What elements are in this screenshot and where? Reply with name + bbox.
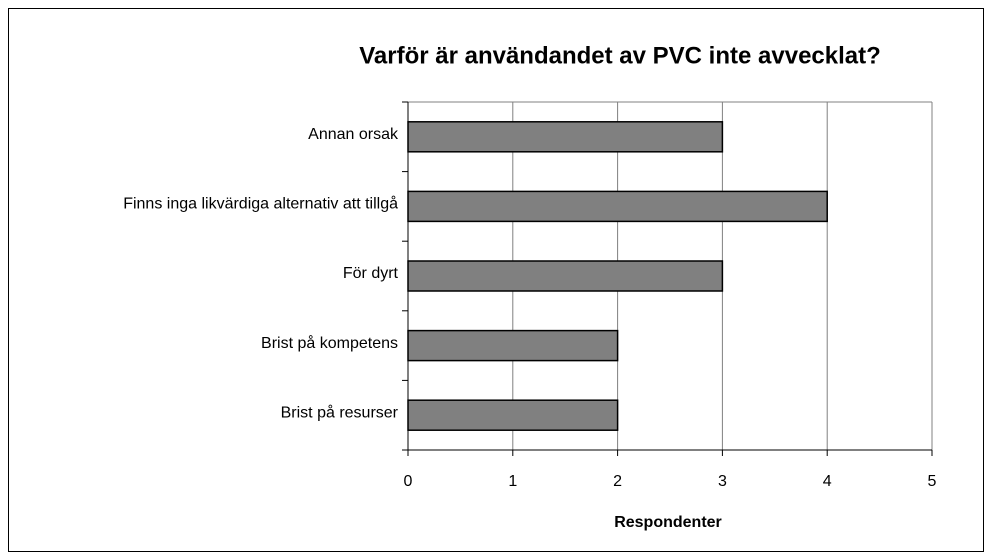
bar — [407, 260, 724, 292]
y-tick-label: Brist på kompetens — [261, 334, 398, 352]
bar — [407, 399, 619, 431]
y-tick-label: Annan orsak — [308, 126, 399, 143]
x-tick-label: 5 — [928, 473, 937, 490]
x-tick-label: 3 — [718, 473, 727, 490]
chart-title: Varför är användandet av PVC inte avveck… — [359, 42, 881, 69]
y-tick-label: För dyrt — [343, 265, 399, 282]
x-tick-label: 2 — [613, 473, 622, 490]
bar — [407, 329, 619, 362]
x-tick-label: 1 — [508, 473, 517, 490]
x-tick-label: 4 — [823, 473, 832, 490]
y-tick-label: Finns inga likvärdiga alternativ att til… — [123, 195, 398, 213]
y-tick-label: Brist på resurser — [281, 403, 399, 421]
x-axis-label: Respondenter — [614, 514, 722, 531]
bar — [407, 121, 724, 153]
bar — [407, 190, 828, 223]
x-tick-label: 0 — [404, 473, 413, 490]
